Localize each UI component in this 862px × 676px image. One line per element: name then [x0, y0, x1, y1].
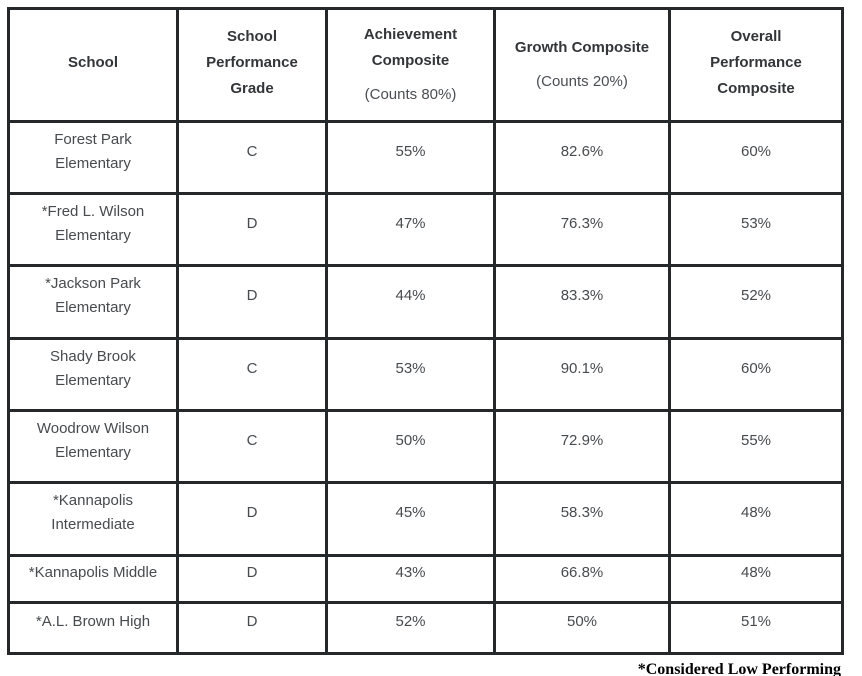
cell-growth: 58.3% — [493, 481, 671, 557]
table-row: *Kannapolis Intermediate D 45% 58.3% 48% — [7, 481, 844, 557]
table-row: *Jackson Park Elementary D 44% 83.3% 52% — [7, 264, 844, 340]
cell-grade: D — [176, 192, 328, 267]
cell-growth: 76.3% — [493, 192, 671, 267]
cell-achievement: 44% — [325, 264, 496, 340]
cell-grade: D — [176, 554, 328, 604]
cell-achievement: 55% — [325, 120, 496, 195]
cell-growth: 83.3% — [493, 264, 671, 340]
cell-school-name: *Jackson Park Elementary — [7, 264, 179, 340]
column-header-performance-grade: School Performance Grade — [176, 7, 328, 123]
cell-growth: 66.8% — [493, 554, 671, 604]
cell-overall: 60% — [668, 120, 844, 195]
cell-overall: 55% — [668, 409, 844, 484]
cell-overall: 48% — [668, 554, 844, 604]
column-header-overall-composite: Overall Performance Composite — [668, 7, 844, 123]
column-header-title: Overall Performance Composite — [710, 28, 802, 97]
column-header-title: Growth Composite — [514, 39, 650, 56]
cell-growth: 50% — [493, 601, 671, 655]
table-row: Woodrow Wilson Elementary C 50% 72.9% 55… — [7, 409, 844, 484]
column-header-school: School — [7, 7, 179, 123]
cell-overall: 53% — [668, 192, 844, 267]
cell-grade: D — [176, 601, 328, 655]
cell-achievement: 53% — [325, 337, 496, 412]
column-header-title: School — [67, 54, 118, 71]
table-row: *Kannapolis Middle D 43% 66.8% 48% — [7, 554, 844, 604]
table-row: Forest Park Elementary C 55% 82.6% 60% — [7, 120, 844, 195]
low-performing-footnote: *Considered Low Performing — [637, 661, 841, 676]
cell-growth: 82.6% — [493, 120, 671, 195]
school-performance-table: School School Performance Grade Achievem… — [7, 7, 844, 655]
cell-school-name: Forest Park Elementary — [7, 120, 179, 195]
column-header-title: School Performance Grade — [206, 28, 298, 97]
cell-school-name: *Kannapolis Middle — [7, 554, 179, 604]
column-header-growth-composite: Growth Composite (Counts 20%) — [493, 7, 671, 123]
column-header-title: Achievement Composite — [363, 26, 458, 69]
column-header-subtitle: (Counts 20%) — [536, 73, 628, 90]
table-row: *Fred L. Wilson Elementary D 47% 76.3% 5… — [7, 192, 844, 267]
cell-grade: C — [176, 409, 328, 484]
cell-grade: C — [176, 120, 328, 195]
cell-overall: 52% — [668, 264, 844, 340]
cell-school-name: Woodrow Wilson Elementary — [7, 409, 179, 484]
table-row: *A.L. Brown High D 52% 50% 51% — [7, 601, 844, 655]
cell-school-name: *Kannapolis Intermediate — [7, 481, 179, 557]
cell-overall: 51% — [668, 601, 844, 655]
table-row: Shady Brook Elementary C 53% 90.1% 60% — [7, 337, 844, 412]
cell-achievement: 47% — [325, 192, 496, 267]
cell-school-name: *A.L. Brown High — [7, 601, 179, 655]
cell-achievement: 43% — [325, 554, 496, 604]
cell-growth: 72.9% — [493, 409, 671, 484]
cell-growth: 90.1% — [493, 337, 671, 412]
header-row: School School Performance Grade Achievem… — [7, 7, 844, 123]
column-header-achievement-composite: Achievement Composite (Counts 80%) — [325, 7, 496, 123]
cell-achievement: 45% — [325, 481, 496, 557]
cell-achievement: 50% — [325, 409, 496, 484]
cell-overall: 48% — [668, 481, 844, 557]
cell-achievement: 52% — [325, 601, 496, 655]
cell-grade: D — [176, 264, 328, 340]
cell-school-name: *Fred L. Wilson Elementary — [7, 192, 179, 267]
cell-overall: 60% — [668, 337, 844, 412]
column-header-subtitle: (Counts 80%) — [364, 86, 457, 103]
cell-school-name: Shady Brook Elementary — [7, 337, 179, 412]
cell-grade: C — [176, 337, 328, 412]
cell-grade: D — [176, 481, 328, 557]
